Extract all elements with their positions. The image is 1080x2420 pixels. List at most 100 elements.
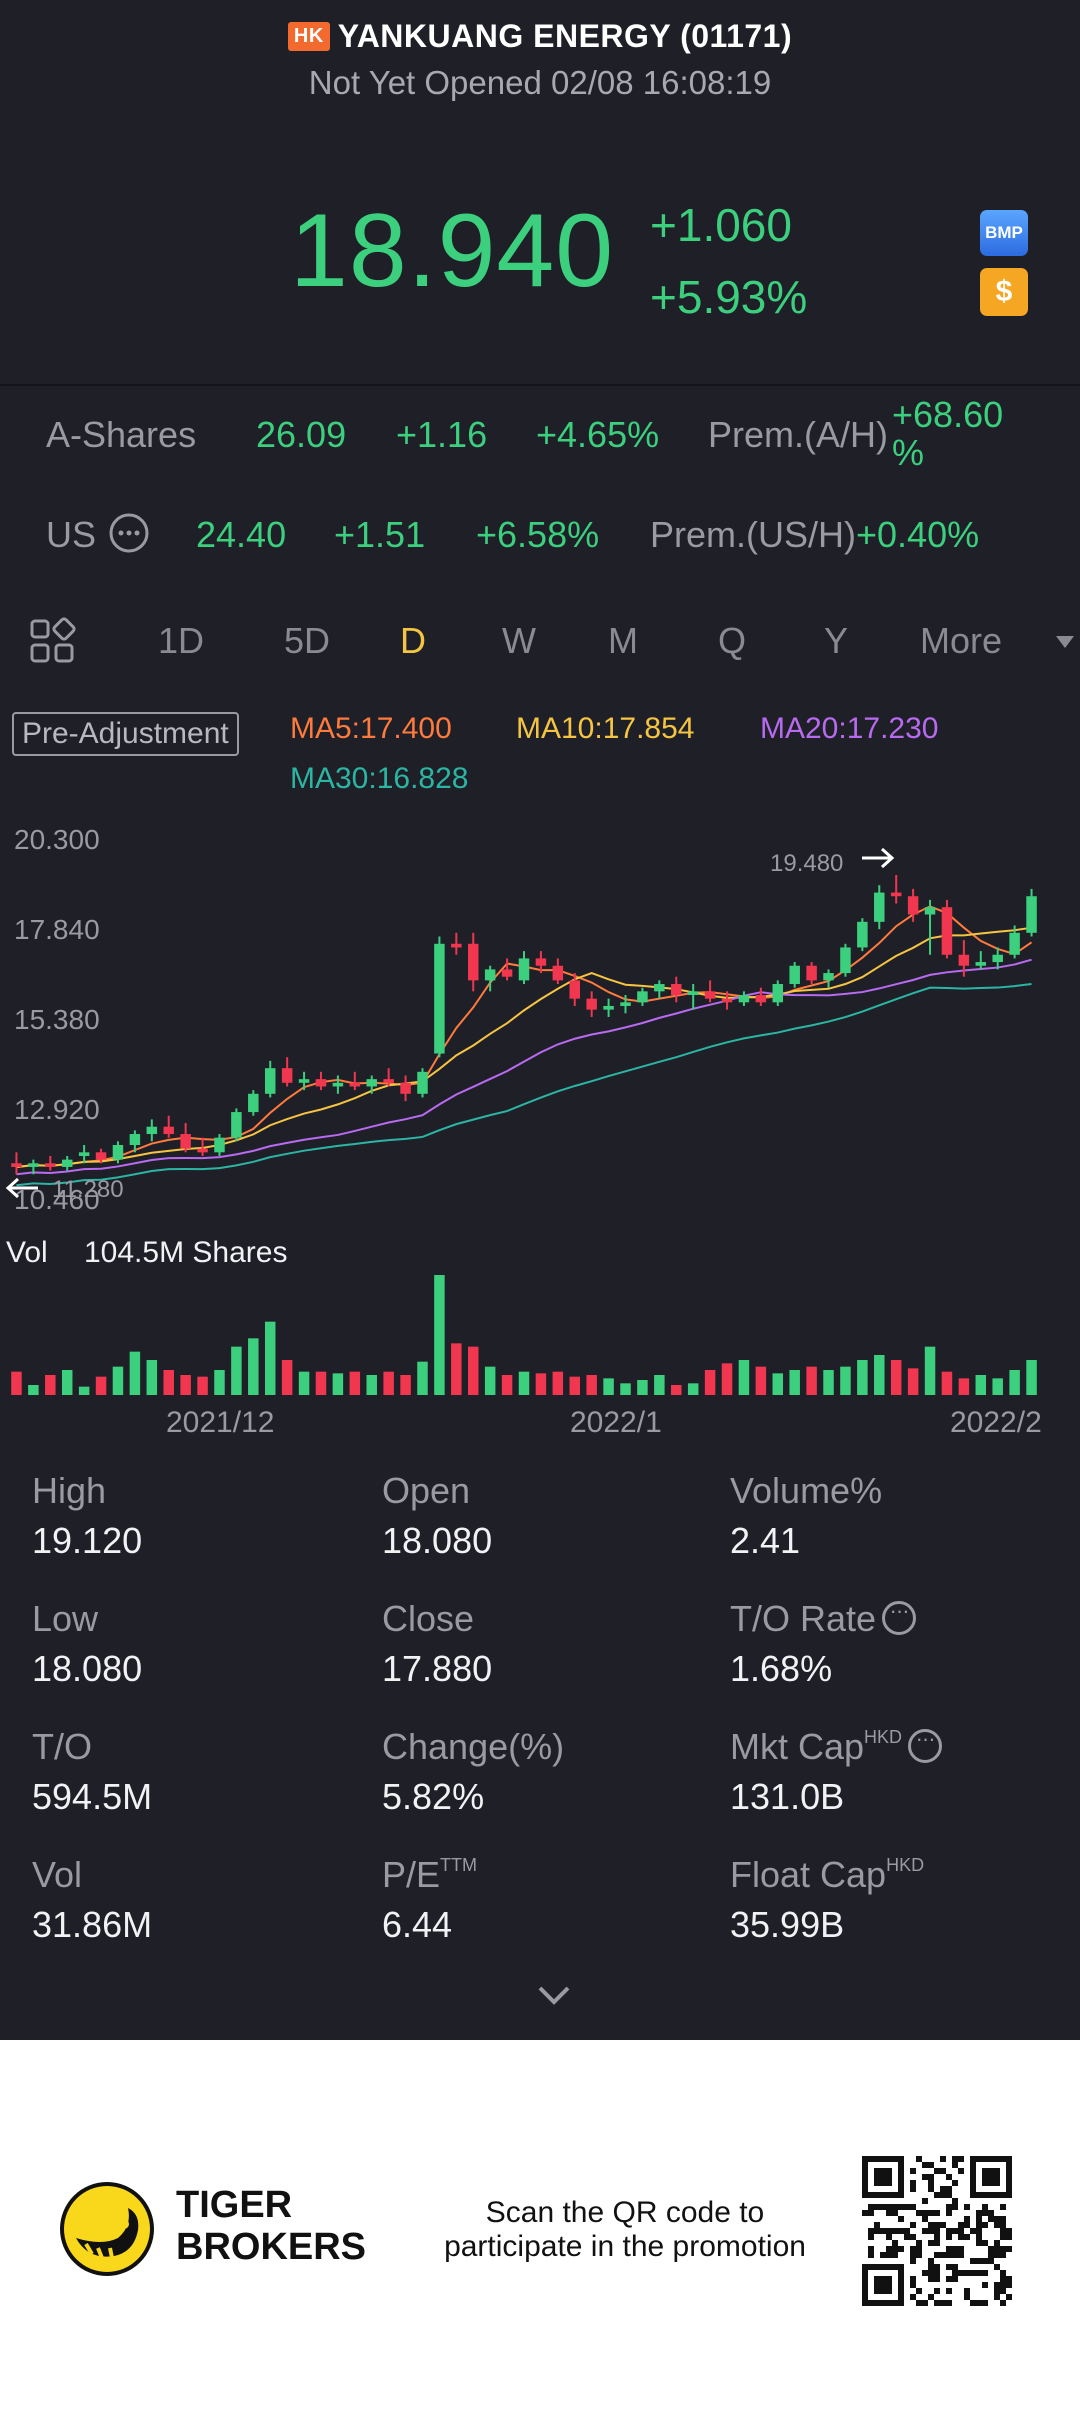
stat-mkt-cap-value: 131.0B (730, 1776, 845, 1817)
volume-bar (890, 1360, 902, 1395)
volume-bar (1026, 1360, 1037, 1395)
candle (704, 991, 716, 999)
candle (11, 1163, 22, 1167)
volume-bar (671, 1385, 682, 1395)
pre-adjustment-toggle[interactable]: Pre-Adjustment (12, 712, 239, 756)
candlestick-chart[interactable] (0, 700, 1080, 1430)
candle (806, 965, 817, 981)
candle (383, 1079, 394, 1083)
volume-bar (721, 1363, 733, 1395)
more-info-icon[interactable] (108, 512, 150, 554)
volume-bar (78, 1386, 90, 1395)
volume-bar (823, 1370, 834, 1395)
tab-d[interactable]: D (400, 620, 426, 661)
tab-q[interactable]: Q (718, 620, 747, 661)
stat-turnover-label: T/O (32, 1726, 92, 1767)
tab-w[interactable]: W (502, 620, 536, 661)
candle (687, 991, 699, 995)
y-tick-4: 12.920 (14, 1094, 100, 1125)
stat-to-rate-value: 1.68% (730, 1648, 833, 1689)
candle (975, 962, 987, 966)
stat-high-label: High (32, 1470, 107, 1511)
volume-bar (163, 1370, 174, 1395)
stock-title: HK YANKUANG ENERGY (01171) (0, 18, 1080, 55)
volume-bar (248, 1338, 259, 1395)
a-shares-change: +1.16 (396, 414, 488, 455)
volume-bar (11, 1371, 22, 1395)
volume-bar (518, 1371, 530, 1395)
volume-bar (501, 1375, 513, 1395)
tab-5d[interactable]: 5D (284, 620, 331, 661)
candle (129, 1134, 141, 1145)
candle (941, 907, 953, 955)
volume-bar (857, 1360, 868, 1395)
stat-change-pct-label: Change(%) (382, 1726, 565, 1767)
volume-bar (231, 1346, 242, 1395)
tab-y[interactable]: Y (824, 620, 849, 661)
tab-m[interactable]: M (608, 620, 638, 661)
volume-bar (586, 1375, 597, 1395)
stat-to-rate-text: T/O Rate (730, 1598, 877, 1639)
volume-bar (958, 1378, 970, 1395)
volume-bar (772, 1373, 784, 1395)
mkt-cap-info-icon[interactable] (908, 1726, 943, 1763)
dollar-icon[interactable]: $ (980, 268, 1028, 316)
candle (738, 995, 750, 1003)
candle (789, 965, 800, 985)
grid-icon[interactable] (28, 617, 76, 665)
vol-value: 104.5M Shares (84, 1236, 288, 1269)
tab-more[interactable]: More (920, 620, 1003, 661)
qr-code[interactable] (862, 2156, 1012, 2306)
stat-pe-value: 6.44 (382, 1904, 453, 1945)
us-h-premium-label: Prem.(US/H) (650, 514, 856, 555)
volume-bar (366, 1375, 377, 1395)
stat-mkt-cap-text: Mkt Cap (730, 1726, 865, 1767)
candle (28, 1163, 39, 1167)
price-change: +1.060 (650, 199, 792, 251)
ma10-legend: MA10:17.854 (516, 712, 695, 745)
low-marker: 11.280 (52, 1176, 124, 1203)
stat-low-label: Low (32, 1598, 99, 1639)
ma20-line (16, 958, 1032, 1176)
bmp-icon[interactable]: BMP (980, 210, 1028, 256)
candle (112, 1145, 124, 1160)
more-dropdown-icon[interactable] (1054, 634, 1076, 650)
candle (874, 892, 885, 922)
candle (671, 984, 682, 995)
candle (484, 969, 496, 981)
stat-vol-label: Vol (32, 1854, 83, 1895)
volume-bar (264, 1321, 276, 1395)
a-shares-price: 26.09 (256, 414, 347, 455)
to-rate-info-icon[interactable] (882, 1598, 917, 1635)
arrow-left-icon (5, 1177, 38, 1199)
chevron-down-icon[interactable] (536, 1984, 572, 2006)
candle (958, 954, 970, 966)
candle (366, 1079, 377, 1087)
high-marker: 19.480 (770, 850, 844, 877)
candle (417, 1071, 428, 1094)
volume-bar (535, 1373, 547, 1395)
volume-bar (992, 1378, 1003, 1395)
stat-change-pct-value: 5.82% (382, 1776, 485, 1817)
volume-bar (637, 1380, 648, 1395)
promo-line-2: participate in the promotion (444, 2230, 806, 2263)
candle (95, 1152, 107, 1160)
candle (857, 921, 868, 948)
x-tick-2: 2022/1 (570, 1406, 662, 1439)
volume-bar (349, 1371, 361, 1395)
a-h-premium-line2: % (892, 432, 925, 473)
candle (163, 1126, 174, 1135)
tab-1d[interactable]: 1D (158, 620, 205, 661)
volume-bar (569, 1376, 580, 1395)
candle (146, 1126, 158, 1135)
volume-bar (434, 1275, 445, 1395)
candle (315, 1079, 327, 1087)
ma30-legend: MA30:16.828 (290, 762, 469, 795)
volume-bar (298, 1371, 310, 1395)
stock-name: YANKUANG ENERGY (01171) (337, 18, 793, 54)
stat-pe-label: P/ETTM (382, 1854, 477, 1896)
timeframe-bar (0, 596, 1080, 700)
y-tick-1: 20.300 (14, 824, 100, 855)
volume-bar (417, 1361, 428, 1395)
volume-bar (281, 1360, 293, 1395)
